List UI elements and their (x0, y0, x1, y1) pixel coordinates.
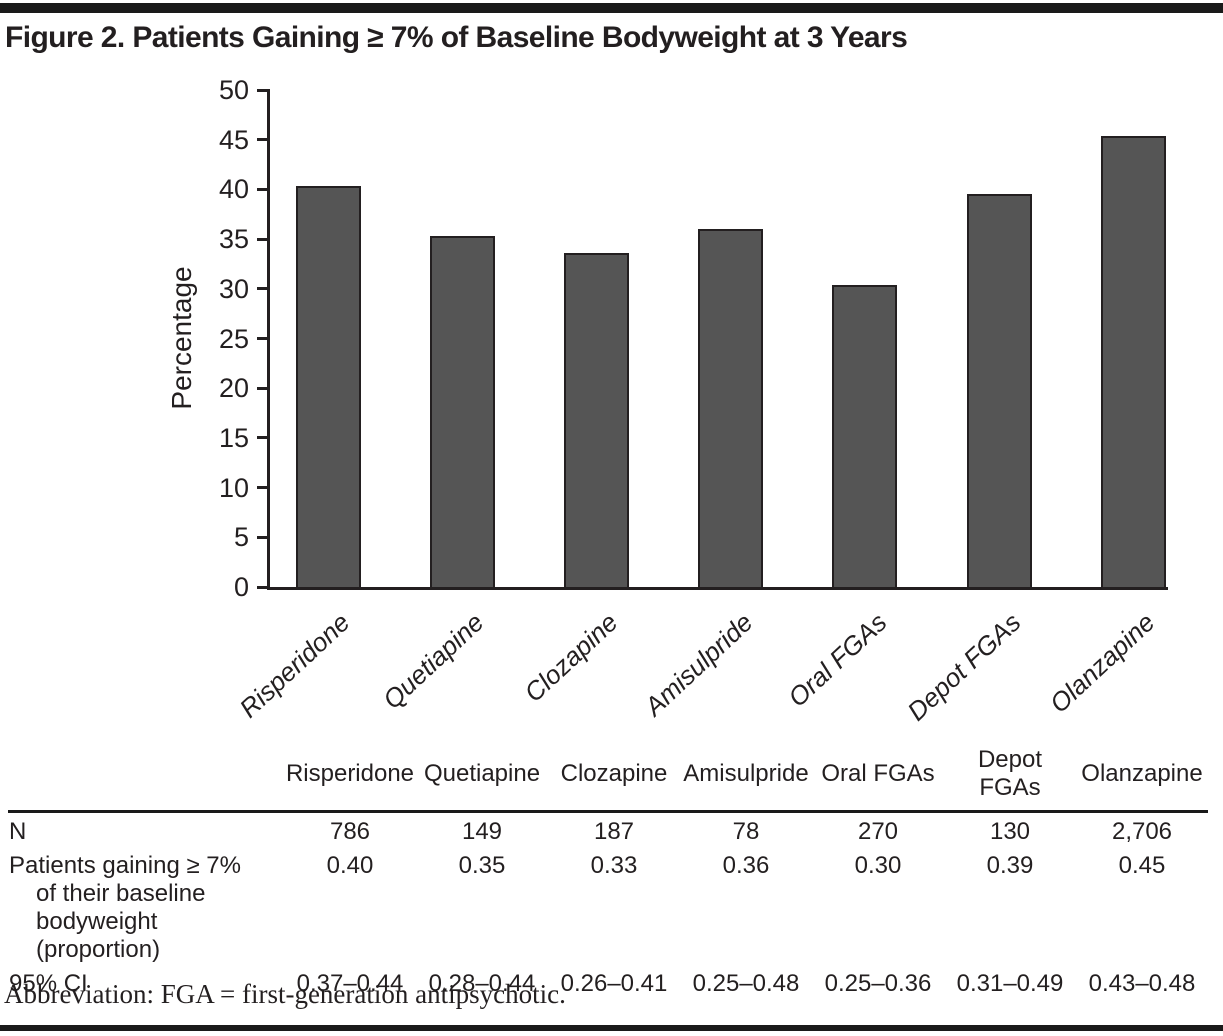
y-tick-label: 35 (218, 224, 249, 255)
bar-oral-fgas (832, 284, 898, 587)
y-tick-label: 40 (218, 174, 249, 205)
table-header-row: Risperidone Quetiapine Clozapine Amisulprid… (8, 742, 1208, 813)
y-tick-label: 30 (218, 273, 249, 304)
bar-chart-plot-area: 0 5 10 15 20 25 30 35 40 45 50 (219, 75, 1168, 602)
column-header-depot-fgas: Depot FGAs (944, 742, 1076, 813)
row-label-line: N (9, 818, 27, 845)
y-tick (257, 486, 270, 490)
row-label: Patients gaining ≥ 7% of their baseline bo… (8, 847, 284, 965)
table-cell: 0.36 (722, 852, 770, 879)
table-cell: 786 (329, 818, 371, 845)
y-tick-label: 15 (218, 422, 249, 453)
top-rule (0, 3, 1223, 13)
table-cell: 149 (461, 818, 503, 845)
y-tick (257, 237, 270, 241)
row-label-line: bodyweight (36, 908, 158, 935)
y-tick-label: 10 (218, 472, 249, 503)
y-tick (257, 88, 270, 92)
column-header-amisulpride: Amisulpride (680, 742, 812, 813)
table-cell: 0.25–0.36 (824, 970, 932, 997)
table-cell: 0.40 (326, 852, 374, 879)
table-cell: 0.45 (1118, 852, 1166, 879)
column-header-risperidone: Risperidone (284, 742, 416, 813)
y-tick (257, 535, 270, 539)
table-cell: 0.35 (458, 852, 506, 879)
table-cell: 187 (593, 818, 635, 845)
footnote-abbreviation: Abbreviation: FGA = first-generation ant… (4, 979, 566, 1009)
y-tick (257, 337, 270, 340)
table-corner-cell (8, 742, 284, 813)
row-label: 95% CI (8, 965, 284, 999)
table-cell: 0.26–0.41 (560, 970, 668, 997)
bar-quetiapine (429, 236, 495, 587)
y-tick-label: 45 (218, 124, 249, 155)
y-tick (257, 138, 270, 142)
y-tick (257, 386, 270, 390)
bar-clozapine (563, 253, 629, 587)
table-cell: 0.25–0.48 (692, 970, 800, 997)
table-row-proportion: Patients gaining ≥ 7% of their baseline bo… (8, 847, 1208, 965)
table-row-n: N 786 149 187 78 270 130 2,706 (8, 812, 1208, 848)
row-label-line: Patients gaining ≥ 7% (9, 852, 241, 879)
table-cell: 2,706 (1111, 818, 1173, 845)
y-tick-label: 0 (233, 572, 249, 602)
bar-olanzapine (1100, 135, 1166, 587)
bar-depot-fgas (966, 194, 1032, 587)
row-label: N (8, 812, 284, 848)
row-label-line: of their baseline (36, 880, 206, 907)
table-cell: 130 (989, 818, 1031, 845)
results-table: Risperidone Quetiapine Clozapine Amisulprid… (8, 742, 1208, 999)
x-axis-labels: Risperidone Quetiapine Clozapine Amisulprid… (234, 593, 1165, 743)
table-row-ci: 95% CI 0.37–0.44 0.28–0.44 0.26–0.41 0.25–0.… (8, 965, 1208, 999)
table-cell: 0.33 (590, 852, 638, 879)
table-cell: 0.31–0.49 (956, 970, 1064, 997)
y-tick-label: 5 (233, 522, 249, 553)
table-cell: 0.30 (854, 852, 902, 879)
y-tick (257, 187, 270, 191)
y-tick (257, 287, 270, 291)
figure-title: Figure 2. Patients Gaining ≥ 7% of Basel… (5, 21, 908, 54)
table-cell: 0.39 (986, 852, 1034, 879)
column-header-oral-fgas: Oral FGAs (812, 742, 944, 813)
table-cell: 0.37–0.44 (296, 970, 404, 997)
y-tick-label: 25 (218, 323, 249, 354)
bar-amisulpride (698, 229, 764, 587)
y-tick (257, 436, 270, 440)
table-cell: 78 (732, 818, 760, 845)
column-header-olanzapine: Olanzapine (1076, 742, 1208, 813)
y-tick-label: 50 (218, 75, 249, 105)
column-header-clozapine: Clozapine (548, 742, 680, 813)
row-label-line: 95% CI (9, 970, 88, 997)
table-cell: 0.43–0.48 (1088, 970, 1196, 997)
column-header-quetiapine: Quetiapine (416, 742, 548, 813)
y-tick (257, 585, 270, 589)
table-cell: 270 (857, 818, 899, 845)
bottom-rule (0, 1025, 1223, 1031)
bar-risperidone (295, 186, 361, 587)
y-tick-label: 20 (218, 373, 249, 404)
row-label-line: (proportion) (36, 936, 161, 963)
table-cell: 0.28–0.44 (428, 970, 536, 997)
